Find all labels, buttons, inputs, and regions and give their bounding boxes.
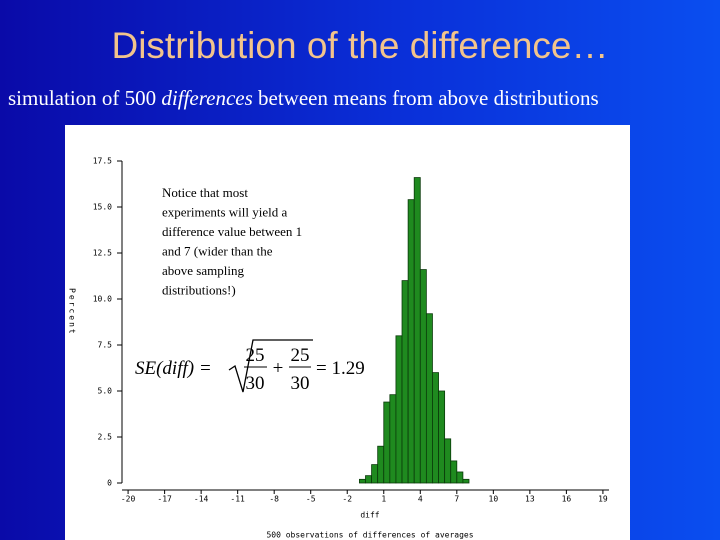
annotation: Notice that most experiments will yield a… [162,185,302,298]
x-tick-label: -5 [306,495,316,504]
bar [371,464,379,484]
bar [438,390,446,484]
subtitle-part: between means from above distributions [253,86,599,110]
formula-result: = 1.29 [316,358,365,379]
y-tick-label: 15.0 [93,203,112,212]
bar [419,269,427,484]
bar [432,372,439,484]
bar [401,280,409,484]
subtitle: simulation of 500 differences between me… [8,86,599,110]
formula: SE(diff) = 25 30 + 25 30 = 1.29 [135,339,365,394]
x-tick-label: -2 [342,495,352,504]
y-tick-label: 10.0 [93,295,112,304]
slide-title: Distribution of the difference… [111,25,608,66]
y-tick-label: 5.0 [98,387,113,396]
chart: 0 2.5 5.0 7.5 10.0 12.5 15.0 17.5 -20 -17 -14 -11 -8… [68,157,609,540]
annotation-line: Notice that most [162,185,248,200]
subtitle-part: simulation of 500 [8,86,161,110]
fraction-num: 25 [246,345,265,366]
x-caption: 500 observations of differences of avera… [266,531,473,540]
x-tick-label: 19 [598,495,608,504]
x-tick-label: 4 [418,495,423,504]
y-tick-label: 2.5 [98,433,113,442]
bar [456,471,464,484]
bar [444,438,452,484]
bar [383,401,391,484]
bar [413,177,421,484]
x-tick-label: 16 [562,495,572,504]
x-tick-label: -8 [269,495,279,504]
x-tick-label: -11 [230,495,245,504]
x-tick-label: -17 [157,495,172,504]
x-tick-label: 1 [381,495,386,504]
x-tick-label: 13 [525,495,535,504]
x-tick-label: 7 [454,495,459,504]
annotation-line: difference value between 1 [162,224,302,239]
bar [359,478,366,484]
x-tick-label: -14 [194,495,209,504]
chart-panel [65,125,630,540]
formula-lhs: SE(diff) = [135,358,212,379]
y-axis-label: Percent [68,288,77,336]
bar [389,394,397,484]
bar [425,313,433,484]
y-tick-label: 12.5 [93,249,112,258]
y-tick-label: 0 [107,479,112,488]
bar [395,335,403,484]
y-tick-label: 17.5 [93,157,112,166]
annotation-line: experiments will yield a [162,205,288,220]
bar [450,460,458,484]
bar [377,445,385,484]
annotation-line: and 7 (wider than the [162,244,273,259]
x-axis-label: diff [360,511,379,520]
subtitle-part: differences [161,86,252,110]
bar [365,475,372,484]
x-tick-label: 10 [489,495,499,504]
fraction-num: 25 [291,345,310,366]
annotation-box [158,180,342,296]
bar [462,478,470,484]
y-tick-label: 7.5 [98,341,113,350]
radical [228,339,313,393]
annotation-line: distributions!) [162,283,236,298]
fraction-den: 30 [246,373,265,394]
x-tick-label: -20 [121,495,136,504]
fraction-den: 30 [291,373,310,394]
bar [407,199,415,484]
annotation-line: above sampling [162,263,244,278]
formula-operator: + [273,358,284,379]
